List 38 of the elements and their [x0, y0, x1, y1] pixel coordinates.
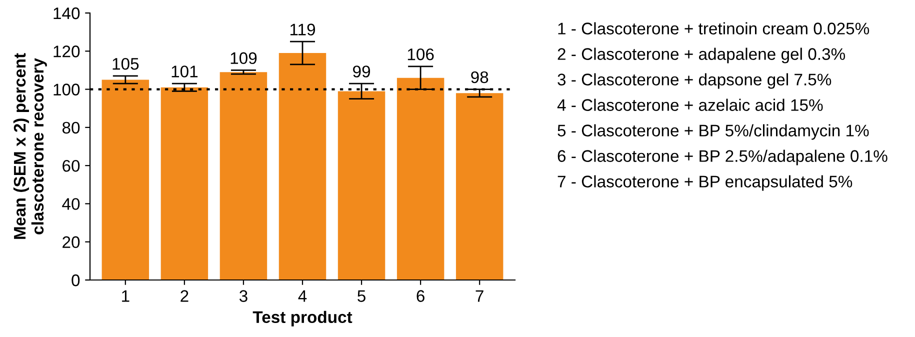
bar — [102, 80, 150, 280]
text: 6 - Clascoterone + BP 2.5%/adapalene 0.1% — [558, 150, 888, 166]
x-tick-label: 5 — [358, 290, 366, 302]
y-tick-label: 80 — [62, 122, 80, 134]
text: 7 - Clascoterone + BP encapsulated 5% — [558, 175, 852, 191]
data-label: 119 — [290, 24, 315, 36]
y-tick-label: 120 — [54, 46, 80, 58]
x-tick-label: 4 — [298, 290, 307, 302]
y-tick-label: 20 — [62, 236, 80, 248]
y-tick-label: 140 — [54, 7, 80, 20]
y-tick-label: 60 — [62, 160, 80, 172]
text: 2 - Clascoterone + adapalene gel 0.3% — [558, 48, 846, 64]
x-tick-label: 2 — [180, 290, 188, 302]
data-label: 101 — [172, 66, 198, 78]
data-label: 98 — [471, 71, 488, 84]
data-label: 99 — [353, 66, 370, 78]
text: 5 - Clascoterone + BP 5%/clindamycin 1% — [558, 124, 869, 140]
text: 3 - Clascoterone + dapsone gel 7.5% — [558, 73, 832, 89]
data-label: 106 — [408, 48, 434, 60]
x-tick-label: 3 — [239, 290, 248, 302]
bar — [220, 72, 268, 280]
y-tick-label: 100 — [54, 84, 80, 96]
y-tick-label: 40 — [62, 198, 80, 210]
text: 4 - Clascoterone + azelaic acid 15% — [557, 98, 823, 111]
bar — [278, 53, 326, 280]
y-tick-label: 0 — [72, 274, 80, 286]
bar — [160, 87, 208, 280]
y-axis-title: Mean (SEM x 2) percent clascoterone recovery — [13, 53, 47, 239]
bar — [338, 91, 386, 280]
bar — [396, 78, 444, 280]
text: 1 - Clascoterone + tretinoin cream 0.025% — [558, 22, 870, 34]
data-label: 105 — [112, 58, 139, 70]
x-tick-label: 6 — [416, 290, 424, 302]
x-tick-label: 7 — [476, 290, 484, 302]
x-tick-label: 1 — [122, 290, 130, 302]
data-label: 109 — [230, 52, 257, 64]
x-axis-title: Test product — [252, 310, 352, 326]
bar — [456, 93, 504, 280]
